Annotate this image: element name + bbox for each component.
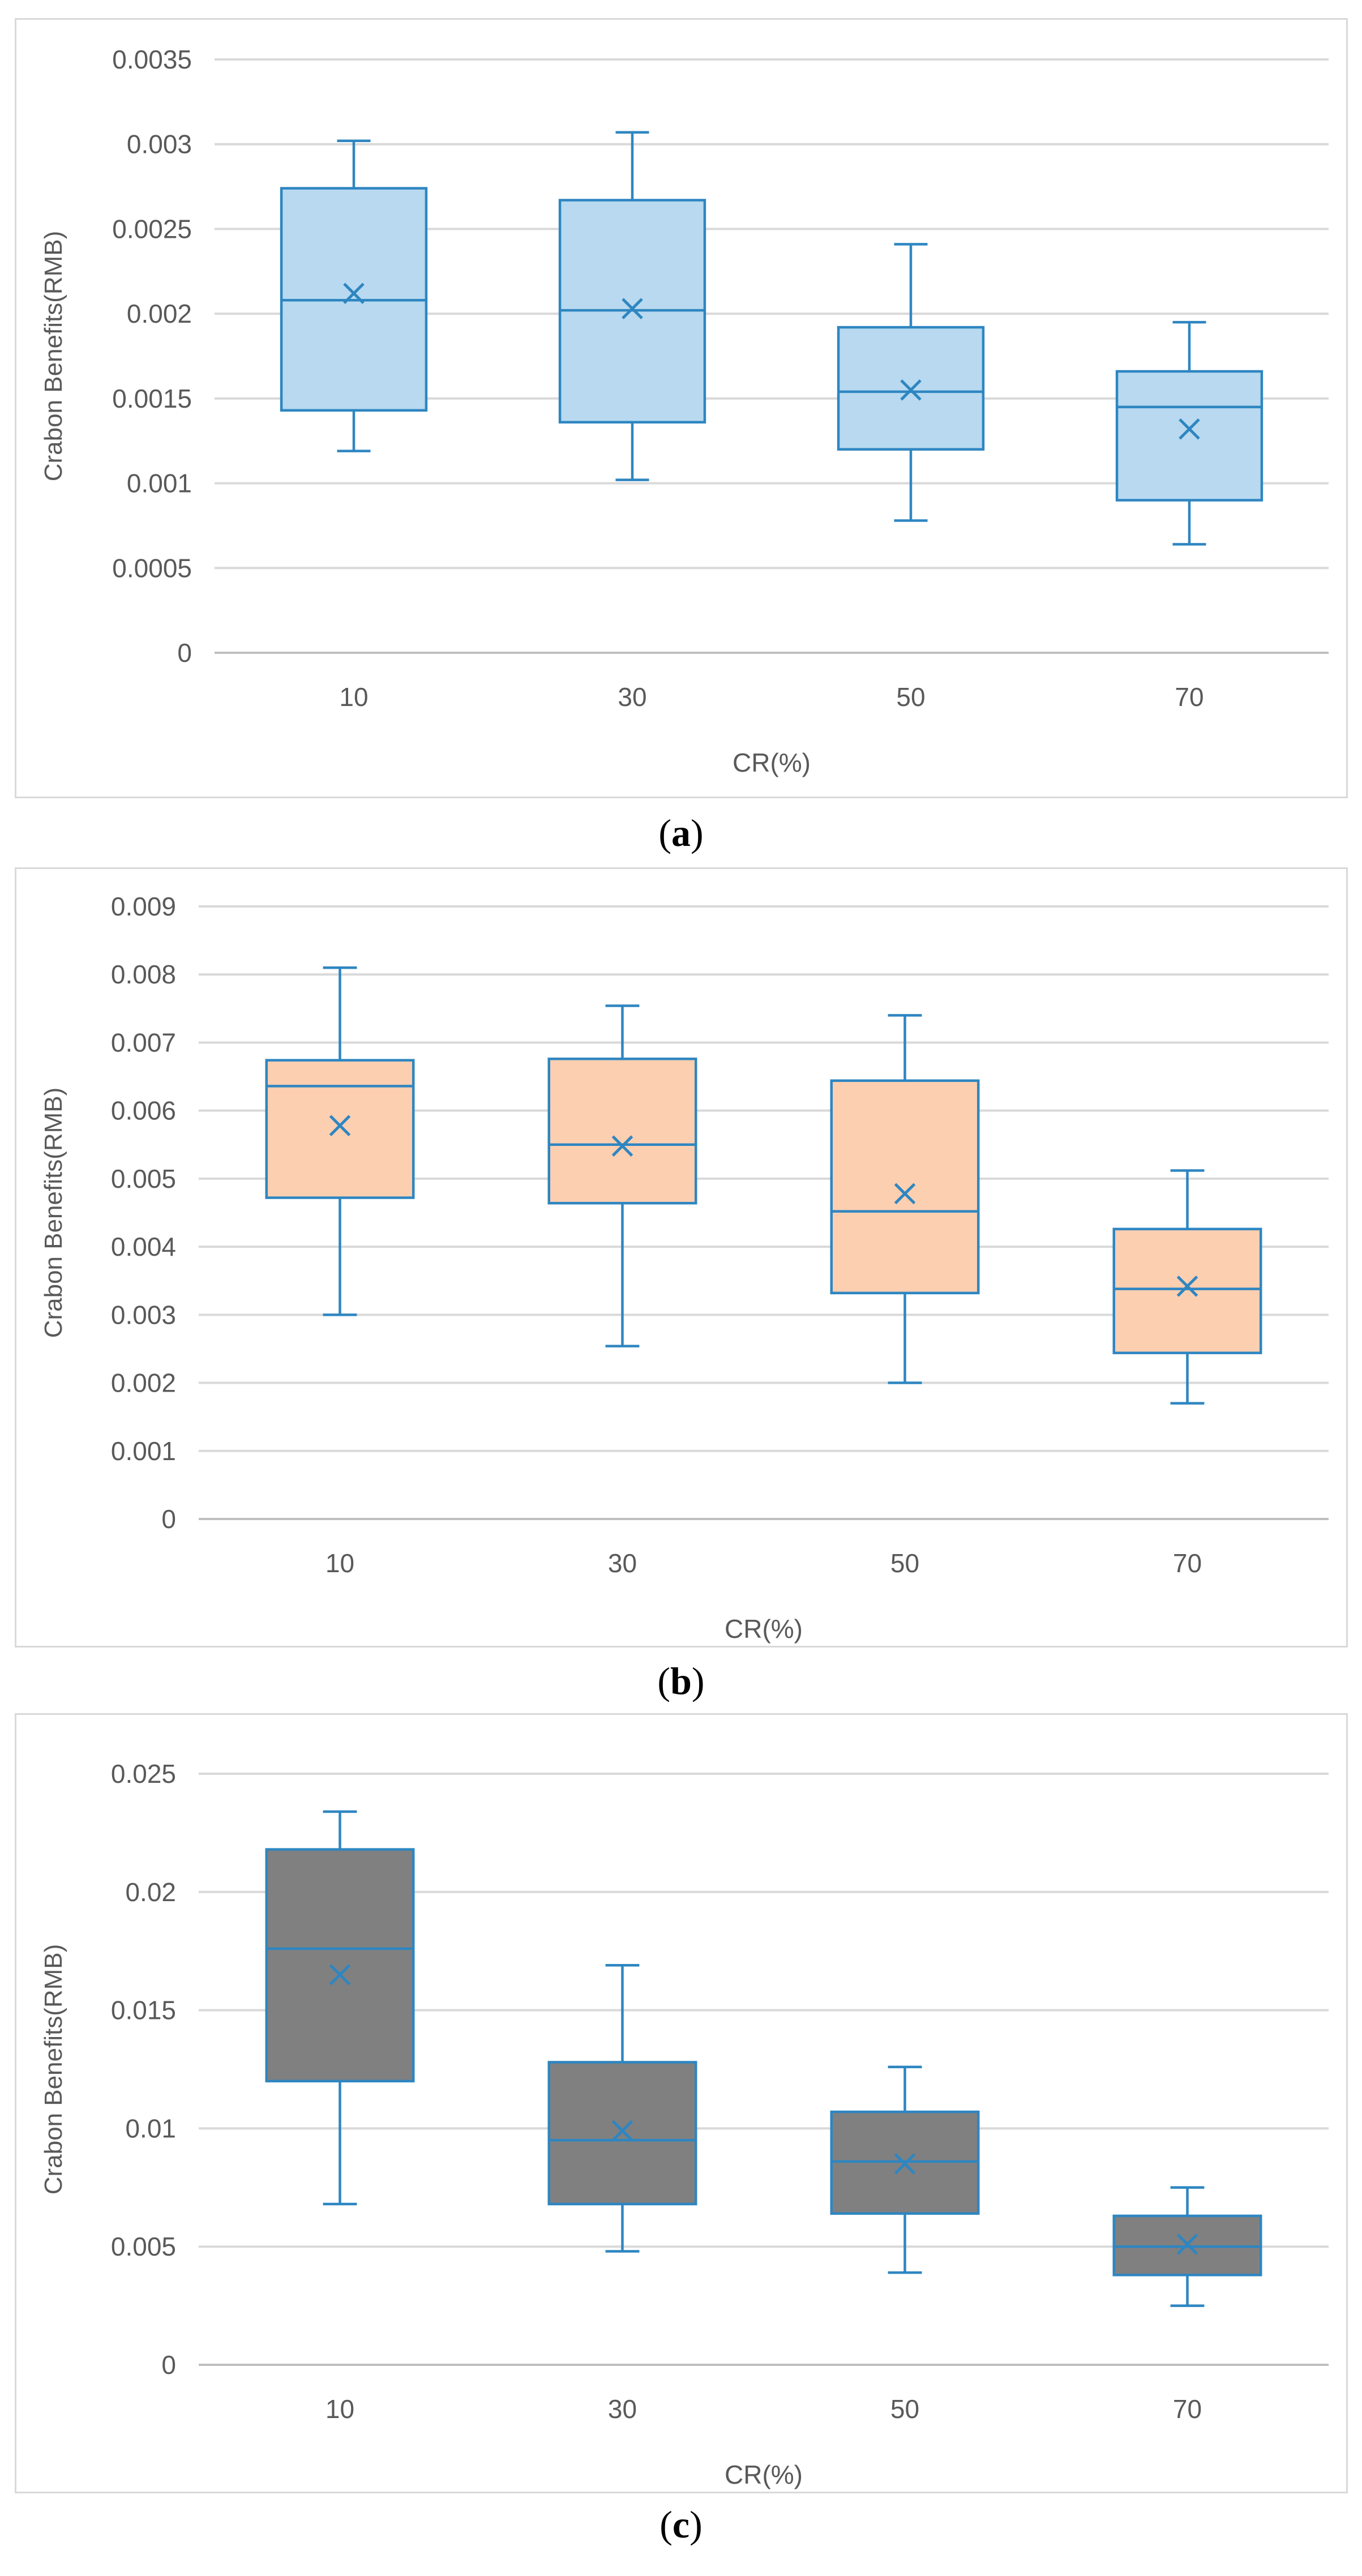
y-tick-label: 0.009 <box>111 892 176 921</box>
x-tick-label: 70 <box>1173 2394 1202 2424</box>
caption-a-letter: a <box>671 811 691 854</box>
x-tick-label: 50 <box>890 2394 919 2424</box>
y-tick-label: 0 <box>161 2350 176 2380</box>
x-tick-label: 10 <box>325 2394 354 2424</box>
mean-marker <box>900 379 922 401</box>
mean-marker <box>329 1115 351 1136</box>
y-tick-label: 0.001 <box>111 1436 176 1466</box>
iqr-box <box>1115 370 1264 502</box>
y-axis-title: Crabon Benefits(RMB) <box>40 1088 67 1338</box>
y-tick-label: 0.001 <box>127 469 192 498</box>
iqr-box <box>1112 1227 1262 1354</box>
chart-panel-b: 0 0.001 0.002 0.003 0.004 0.005 0.006 0.007 0.00… <box>15 867 1348 1648</box>
caption-c-letter: c <box>672 2503 690 2546</box>
y-tick-label: 0.005 <box>111 2232 176 2261</box>
x-tick-label: 70 <box>1173 1548 1202 1578</box>
box-plot-c: 0 0.005 0.01 0.015 0.02 0.025 Crabon Benefits(… <box>40 1759 1329 2489</box>
x-axis-title: CR(%) <box>725 2460 803 2489</box>
caption-b-letter: b <box>670 1659 692 1702</box>
y-tick-label: 0.0025 <box>112 214 192 243</box>
mean-marker <box>1176 1276 1198 1297</box>
y-tick-label: 0.02 <box>125 1877 176 1907</box>
mean-marker <box>1176 2233 1198 2255</box>
box-70 <box>1112 1169 1262 1405</box>
y-tick-label: 0.003 <box>127 130 192 159</box>
x-tick-label: 30 <box>618 682 646 712</box>
box-50 <box>830 1014 980 1384</box>
mean-marker <box>622 298 643 319</box>
box-70 <box>1112 2186 1262 2307</box>
mean-marker <box>329 1964 351 1986</box>
box-10 <box>280 139 428 452</box>
chart-panel-a: 0 0.0005 0.001 0.0015 0.002 0.0025 0.003 0.0035… <box>15 18 1348 798</box>
caption-b: (b) <box>657 1659 705 1702</box>
box-10 <box>265 966 415 1316</box>
y-axis-title: Crabon Benefits(RMB) <box>40 1944 67 2195</box>
y-tick-label: 0.002 <box>127 299 192 328</box>
box-50 <box>837 243 985 522</box>
x-tick-label: 50 <box>896 682 925 712</box>
x-tick-label: 30 <box>608 1548 637 1578</box>
box-70 <box>1115 320 1264 546</box>
y-tick-label: 0.008 <box>111 960 176 989</box>
iqr-box <box>830 1079 980 1295</box>
y-tick-label: 0.0015 <box>112 384 192 413</box>
mean-marker <box>611 1135 633 1157</box>
x-tick-label: 10 <box>325 1548 354 1578</box>
y-tick-label: 0.004 <box>111 1232 176 1261</box>
box-10 <box>265 1810 415 2206</box>
caption-a: (a) <box>658 811 704 854</box>
x-axis-title: CR(%) <box>725 1614 803 1644</box>
y-tick-label: 0.0005 <box>112 553 192 583</box>
mean-marker <box>343 283 365 304</box>
caption-c: (c) <box>659 2503 703 2546</box>
y-tick-label: 0.006 <box>111 1096 176 1126</box>
y-tick-label: 0.007 <box>111 1028 176 1057</box>
box-30 <box>558 131 706 481</box>
iqr-box <box>547 2061 697 2206</box>
box-50 <box>830 2065 980 2274</box>
mean-marker <box>611 2120 633 2142</box>
iqr-box <box>547 1058 697 1205</box>
y-tick-label: 0.0035 <box>112 45 192 74</box>
x-tick-label: 70 <box>1175 682 1203 712</box>
x-tick-label: 50 <box>890 1548 919 1578</box>
chart-panel-c: 0 0.005 0.01 0.015 0.02 0.025 Crabon Benefits(… <box>15 1713 1348 2493</box>
x-tick-label: 10 <box>339 682 368 712</box>
mean-marker <box>1179 418 1200 440</box>
y-tick-label: 0 <box>177 638 192 667</box>
y-tick-label: 0.002 <box>111 1368 176 1398</box>
box-plot-a: 0 0.0005 0.001 0.0015 0.002 0.0025 0.003 0.0035… <box>40 45 1329 777</box>
y-tick-label: 0.005 <box>111 1164 176 1193</box>
y-axis-title: Crabon Benefits(RMB) <box>40 231 67 482</box>
iqr-box <box>265 1059 415 1199</box>
box-plot-b: 0 0.001 0.002 0.003 0.004 0.005 0.006 0.007 0.00… <box>40 892 1329 1644</box>
mean-marker <box>894 1183 916 1205</box>
y-tick-label: 0.01 <box>125 2113 176 2143</box>
x-tick-label: 30 <box>608 2394 637 2424</box>
y-tick-label: 0.003 <box>111 1300 176 1329</box>
box-30 <box>547 1004 697 1347</box>
mean-marker <box>894 2153 916 2175</box>
y-tick-label: 0.025 <box>111 1759 176 1788</box>
box-30 <box>547 1964 697 2253</box>
y-tick-label: 0.015 <box>111 1996 176 2025</box>
iqr-box <box>265 1848 415 2083</box>
y-tick-label: 0 <box>161 1504 176 1534</box>
x-axis-title: CR(%) <box>733 748 811 777</box>
